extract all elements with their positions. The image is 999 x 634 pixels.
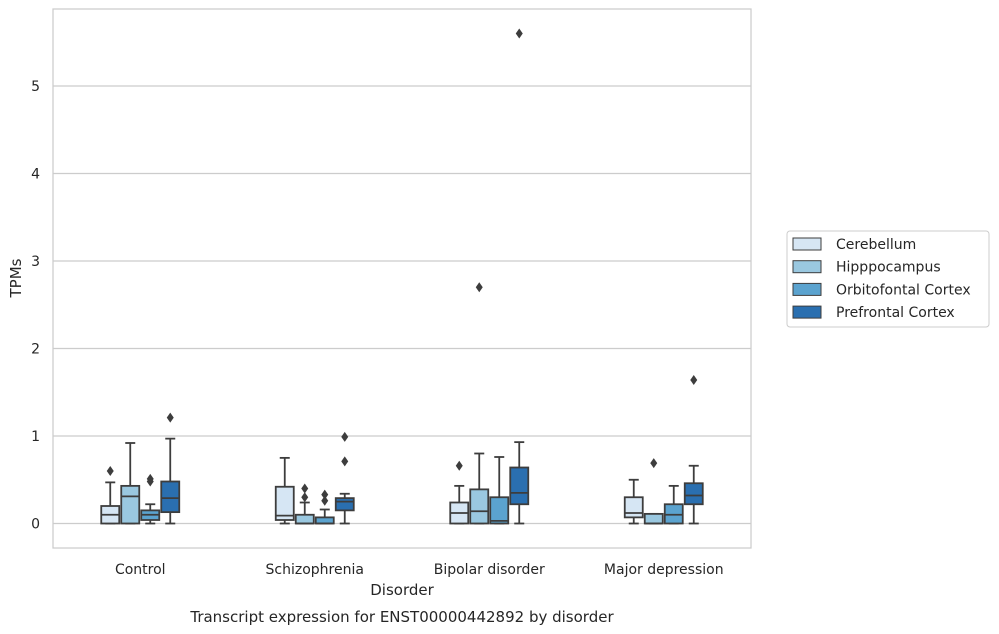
outlier-point xyxy=(515,28,523,39)
box-3-3 xyxy=(683,375,704,525)
y-tick-label: 1 xyxy=(31,429,40,445)
plot-area-frame xyxy=(52,8,752,549)
legend-swatch xyxy=(792,237,822,251)
y-axis-ticks: 0 1 2 3 4 5 xyxy=(31,79,40,533)
outlier-point xyxy=(341,456,349,467)
x-axis-label: Disorder xyxy=(370,581,434,599)
x-tick-label: Schizophrenia xyxy=(266,562,364,578)
outlier-point xyxy=(301,492,309,503)
box-body xyxy=(120,484,141,525)
legend-label: Prefrontal Cortex xyxy=(836,305,955,321)
outlier-point xyxy=(475,282,483,293)
box-0-0 xyxy=(100,466,121,525)
x-axis-ticks: Control Schizophrenia Bipolar disorder Majo… xyxy=(115,562,724,578)
legend-swatch xyxy=(792,305,822,319)
outlier-point xyxy=(321,489,329,500)
y-tick-label: 3 xyxy=(31,254,40,270)
outlier-point xyxy=(690,375,698,385)
y-axis-label: TPMs xyxy=(7,258,25,298)
box-body xyxy=(334,497,355,512)
box-body xyxy=(683,482,704,506)
box-2-0 xyxy=(449,460,470,525)
y-tick-label: 4 xyxy=(31,167,40,183)
legend: Cerebellum Hipppocampus Orbitofontal Corte… xyxy=(786,230,990,328)
box-3-2 xyxy=(663,484,684,525)
y-tick-label: 0 xyxy=(31,517,40,533)
box-2-3 xyxy=(509,28,530,525)
outlier-point xyxy=(455,460,463,471)
y-tick-label: 2 xyxy=(31,342,40,358)
box-3-0 xyxy=(623,478,644,525)
x-tick-label: Major depression xyxy=(604,562,724,578)
x-tick-label: Bipolar disorder xyxy=(434,562,545,578)
box-body xyxy=(509,466,530,506)
outlier-point xyxy=(106,466,114,476)
box-body xyxy=(623,496,644,519)
legend-label: Orbitofontal Cortex xyxy=(836,282,971,298)
box-2-1 xyxy=(469,282,490,525)
y-tick-label: 5 xyxy=(31,79,40,95)
outlier-point xyxy=(321,495,329,506)
outlier-point xyxy=(166,412,174,423)
outlier-point xyxy=(301,483,309,494)
box-1-2 xyxy=(314,489,335,525)
legend-swatch xyxy=(792,260,822,274)
legend-label: Cerebellum xyxy=(836,237,916,253)
box-body xyxy=(469,488,490,525)
outlier-point xyxy=(650,458,658,469)
chart-caption: Transcript expression for ENST0000044289… xyxy=(189,608,614,626)
box-body xyxy=(294,513,315,525)
box-body xyxy=(314,516,335,525)
box-1-0 xyxy=(274,456,295,525)
box-body xyxy=(643,512,664,525)
legend-label: Hipppocampus xyxy=(836,260,941,276)
box-2-2 xyxy=(489,456,510,525)
legend-swatch xyxy=(792,282,822,296)
outlier-point xyxy=(341,431,349,442)
box-body xyxy=(489,496,510,525)
box-0-2 xyxy=(140,473,161,525)
x-tick-label: Control xyxy=(115,562,166,578)
box-0-3 xyxy=(160,412,181,525)
boxes xyxy=(100,28,704,525)
box-3-1 xyxy=(643,458,664,525)
grid-lines xyxy=(53,85,751,525)
box-body xyxy=(160,480,181,514)
outlier-point xyxy=(146,473,154,484)
box-body xyxy=(274,485,295,521)
box-1-1 xyxy=(294,483,315,525)
box-0-1 xyxy=(120,442,141,525)
legend-frame xyxy=(786,230,990,328)
box-1-3 xyxy=(334,431,355,525)
